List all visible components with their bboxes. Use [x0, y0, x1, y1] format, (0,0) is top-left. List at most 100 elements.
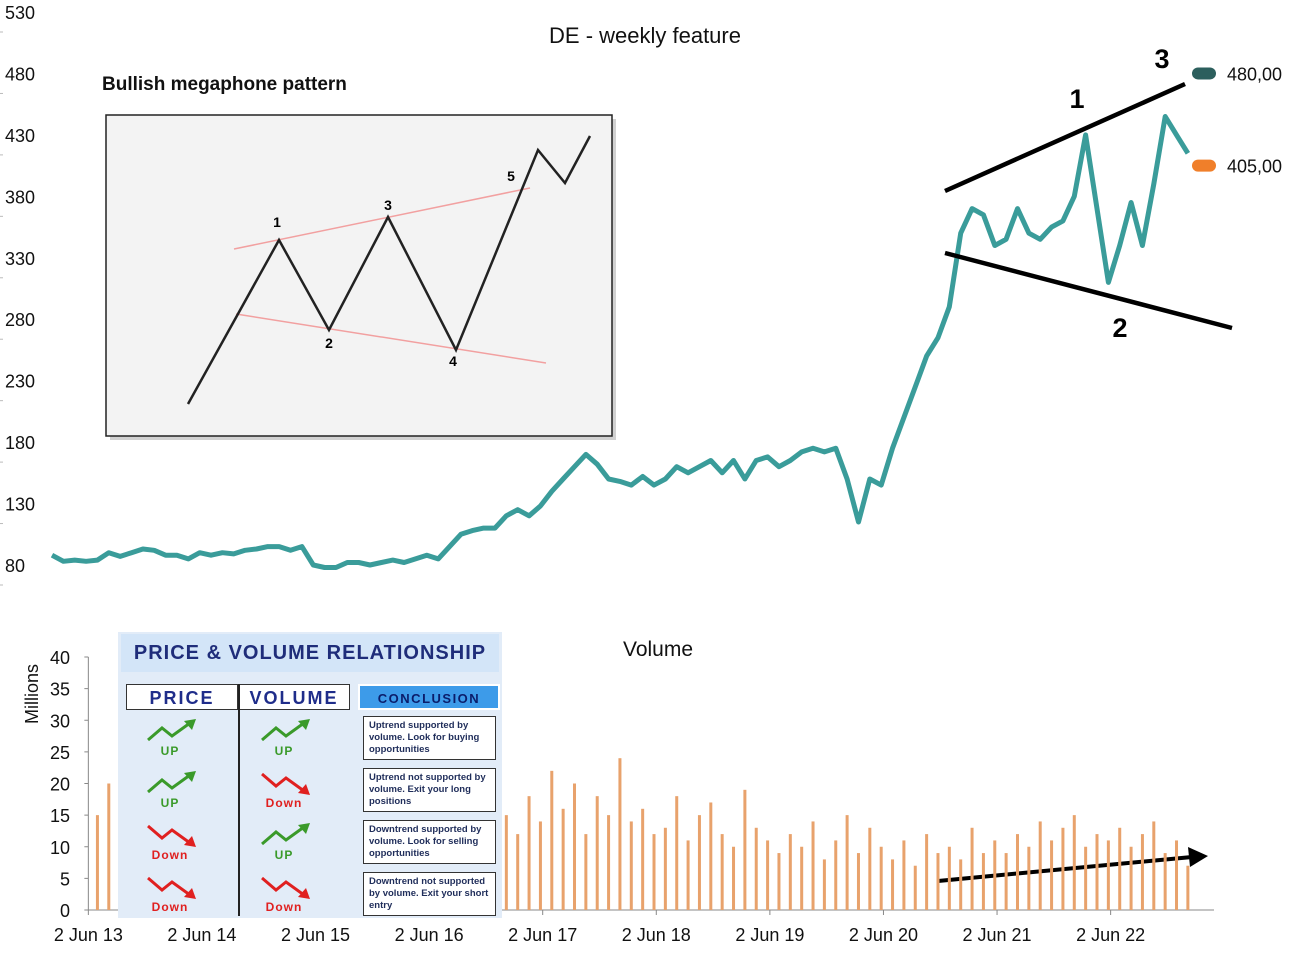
- arrow-head: [1188, 847, 1208, 867]
- price-volume-table: PRICE & VOLUME RELATIONSHIP PRICE VOLUME…: [118, 632, 502, 918]
- x-tick-label: 2 Jun 19: [735, 925, 804, 945]
- volume-title: Volume: [623, 638, 693, 661]
- pattern-label: 2: [1112, 313, 1127, 343]
- icon-head: [184, 888, 196, 899]
- icon-line: [261, 721, 305, 742]
- inset-label: 4: [449, 353, 457, 369]
- volume-bar: [959, 859, 963, 910]
- inset-label: 2: [325, 335, 333, 351]
- icon-head: [298, 719, 310, 730]
- volume-bar: [1015, 834, 1019, 910]
- volume-bar: [107, 783, 111, 910]
- trend-label: UP: [274, 744, 294, 758]
- volume-bar: [732, 846, 736, 910]
- trendline-lower: [944, 250, 1233, 331]
- conclusion: Uptrend supported by volume. Look for bu…: [363, 716, 496, 760]
- volume-bar: [1129, 846, 1133, 910]
- volume-bar: [1106, 840, 1110, 910]
- volume-bar: [868, 827, 872, 910]
- volume-bar: [766, 840, 770, 910]
- y-tick-label: 40: [50, 648, 70, 668]
- icon-head: [298, 784, 310, 795]
- pattern-label: 3: [1154, 44, 1169, 74]
- pattern-label: 1: [1069, 84, 1084, 114]
- divider: [238, 684, 240, 916]
- volume-bar: [675, 796, 679, 910]
- trend-label: UP: [274, 848, 294, 862]
- volume-bar: [720, 834, 724, 910]
- icon-line: [147, 721, 191, 742]
- icon-line: [261, 772, 305, 793]
- trend-icon: [261, 719, 310, 742]
- chart-title: DE - weekly feature: [549, 23, 741, 48]
- volume-bar: [516, 834, 520, 910]
- conclusion: Downtrend supported by volume. Look for …: [363, 820, 496, 864]
- trend-icon: [261, 823, 310, 846]
- price-label: 480,00: [1227, 64, 1282, 84]
- volume-bar: [1038, 821, 1042, 910]
- volume-bar: [618, 758, 622, 910]
- volume-bar: [970, 827, 974, 910]
- volume-bar: [1152, 821, 1156, 910]
- x-tick-label: 2 Jun 16: [395, 925, 464, 945]
- icon-line: [147, 876, 191, 897]
- icon-head: [298, 823, 310, 834]
- volume-bar: [1175, 840, 1179, 910]
- y-tick-label: 35: [50, 680, 70, 700]
- icon-line: [147, 824, 191, 845]
- y-tick-label: 20: [50, 775, 70, 795]
- y-tick-label: 80: [5, 556, 25, 576]
- trend-icon: [147, 824, 196, 847]
- volume-bar: [811, 821, 815, 910]
- y-tick-label: 130: [5, 495, 35, 515]
- trend-icon: [147, 771, 196, 794]
- volume-bar: [1118, 827, 1122, 910]
- price-marker: [1192, 67, 1216, 80]
- volume-bar: [800, 846, 804, 910]
- volume-bar: [595, 796, 599, 910]
- volume-bar: [1050, 840, 1054, 910]
- y-tick-label: 480: [5, 64, 35, 84]
- icon-head: [184, 836, 196, 847]
- inset-title: Bullish megaphone pattern: [102, 74, 347, 95]
- volume-bar: [845, 815, 849, 910]
- volume-bar: [550, 770, 554, 910]
- icon-line: [147, 773, 191, 794]
- volume-bar: [663, 827, 667, 910]
- inset-box: [105, 114, 613, 437]
- volume-bar: [561, 808, 565, 910]
- volume-bar: [1163, 853, 1167, 910]
- trend-icon: [261, 876, 310, 899]
- table-header: PRICE: [126, 684, 238, 710]
- y-tick-label: 30: [50, 711, 70, 731]
- table-header: VOLUME: [238, 684, 350, 710]
- y-tick-label: 180: [5, 433, 35, 453]
- volume-bar: [777, 853, 781, 910]
- x-tick-label: 2 Jun 17: [508, 925, 577, 945]
- volume-bar: [913, 865, 917, 910]
- trend-label: Down: [151, 900, 189, 914]
- conclusion: Downtrend not supported by volume. Exit …: [363, 872, 496, 916]
- icon-head: [298, 888, 310, 899]
- x-tick-label: 2 Jun 21: [963, 925, 1032, 945]
- volume-bar: [573, 783, 577, 910]
- volume-bar: [891, 859, 895, 910]
- x-tick-label: 2 Jun 14: [167, 925, 236, 945]
- volume-bar: [754, 827, 758, 910]
- y-tick-label: 380: [5, 187, 35, 207]
- trend-label: Down: [151, 848, 189, 862]
- volume-bar: [925, 834, 929, 910]
- table-header: CONCLUSION: [358, 684, 500, 710]
- inset-upper-line: [233, 187, 531, 250]
- volume-bar: [584, 834, 588, 910]
- y-tick-label: 5: [60, 869, 70, 889]
- trend-icon: [261, 772, 310, 795]
- price-label: 405,00: [1227, 157, 1282, 177]
- volume-bar: [538, 821, 542, 910]
- icon-head: [184, 719, 196, 730]
- y-axis-label: Millions: [22, 664, 42, 724]
- x-tick-label: 2 Jun 20: [849, 925, 918, 945]
- volume-bar: [743, 789, 747, 910]
